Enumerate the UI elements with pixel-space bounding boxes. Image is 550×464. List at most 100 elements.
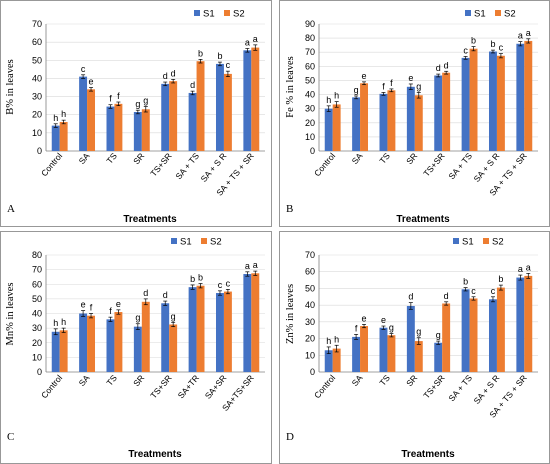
bar-s1 [324, 350, 333, 372]
significance-letter: a [245, 261, 250, 271]
bar-s1 [133, 326, 142, 372]
significance-letter: e [89, 77, 94, 87]
y-axis-title: Zn% in leaves [285, 284, 296, 344]
y-tick-label: 60 [305, 267, 315, 277]
significance-letter: d [408, 292, 413, 302]
bar-s2 [59, 330, 68, 372]
bar-s2 [223, 73, 232, 151]
bar-s2 [141, 109, 150, 151]
bar-s2 [59, 121, 68, 151]
legend: S1 S2 [453, 237, 504, 248]
legend-label: S2 [492, 237, 504, 248]
y-tick-label: 30 [32, 323, 42, 333]
significance-letter: a [518, 31, 523, 41]
bar-s2 [524, 40, 533, 151]
significance-letter: b [498, 274, 503, 284]
significance-letter: d [190, 80, 195, 90]
significance-letter: g [135, 313, 140, 323]
bar-s1 [79, 313, 88, 372]
significance-letter: a [526, 28, 531, 38]
y-tick-label: 70 [32, 265, 42, 275]
y-tick-label: 10 [305, 350, 315, 360]
y-axis-title: Mn% in leaves [5, 283, 16, 346]
bar-s2 [251, 273, 260, 372]
y-tick-label: 20 [305, 334, 315, 344]
legend-swatch [224, 10, 230, 16]
legend-label: S2 [233, 9, 245, 20]
x-axis-title: Treatments [128, 449, 182, 460]
y-tick-label: 30 [305, 317, 315, 327]
y-tick-label: 80 [32, 250, 42, 260]
bar-s2 [332, 104, 341, 151]
bar-s1 [461, 289, 470, 372]
significance-letter: g [416, 327, 421, 337]
bar-s2 [469, 48, 478, 151]
y-axis-title: Fe % in leaves [285, 56, 296, 118]
bar-s1 [434, 75, 443, 151]
significance-letter: e [381, 315, 386, 325]
significance-letter: h [61, 317, 66, 327]
significance-letter: f [390, 78, 393, 88]
y-tick-label: 20 [305, 118, 315, 128]
legend: S1 S2 [171, 237, 222, 248]
bar-s2 [442, 303, 451, 372]
y-tick-label: 40 [305, 300, 315, 310]
bar-s2 [169, 324, 178, 372]
y-tick-label: 50 [32, 294, 42, 304]
legend-swatch [465, 10, 471, 16]
bar-s1 [379, 93, 388, 151]
bar-s1 [133, 111, 142, 151]
bar-s2 [414, 341, 423, 372]
significance-letter: f [382, 81, 385, 91]
significance-letter: h [334, 334, 339, 344]
significance-letter: a [253, 260, 258, 270]
bar-s1 [161, 303, 170, 372]
bar-s2 [387, 90, 396, 151]
significance-letter: e [362, 313, 367, 323]
y-tick-label: 60 [305, 61, 315, 71]
significance-letter: h [326, 95, 331, 105]
legend: S1 S2 [194, 9, 245, 20]
significance-letter: a [245, 37, 250, 47]
bar-s2 [87, 315, 96, 372]
significance-letter: g [354, 85, 359, 95]
significance-letter: c [491, 286, 496, 296]
significance-letter: b [198, 273, 203, 283]
bar-s1 [516, 43, 525, 151]
x-axis-title: Treatments [123, 214, 177, 225]
bar-s1 [434, 342, 443, 372]
bar-s1 [243, 274, 252, 372]
bar-s2 [251, 47, 260, 152]
y-tick-label: 10 [305, 132, 315, 142]
significance-letter: g [135, 99, 140, 109]
y-tick-label: 70 [305, 250, 315, 260]
x-axis-title: Treatments [396, 214, 450, 225]
significance-letter: c [471, 286, 476, 296]
significance-letter: e [408, 73, 413, 83]
legend: S1 S2 [465, 9, 516, 20]
bar-s2 [87, 89, 96, 151]
significance-letter: d [143, 288, 148, 298]
panel-letter: C [7, 431, 14, 443]
legend-swatch [171, 238, 177, 244]
significance-letter: c [463, 45, 468, 55]
legend-label: S1 [180, 237, 192, 248]
bar-s2 [469, 298, 478, 372]
y-tick-label: 0 [310, 367, 315, 377]
significance-letter: d [436, 63, 441, 73]
bar-s2 [496, 55, 505, 151]
legend-swatch [453, 238, 459, 244]
panel-letter: A [7, 203, 15, 215]
significance-letter: c [81, 64, 86, 74]
significance-letter: g [436, 330, 441, 340]
significance-letter: b [217, 51, 222, 61]
y-tick-label: 10 [32, 352, 42, 362]
bar-s1 [79, 76, 88, 151]
bar-s1 [352, 97, 361, 151]
significance-letter: b [490, 39, 495, 49]
y-tick-label: 0 [37, 367, 42, 377]
significance-letter: b [190, 274, 195, 284]
significance-letter: c [226, 278, 231, 288]
